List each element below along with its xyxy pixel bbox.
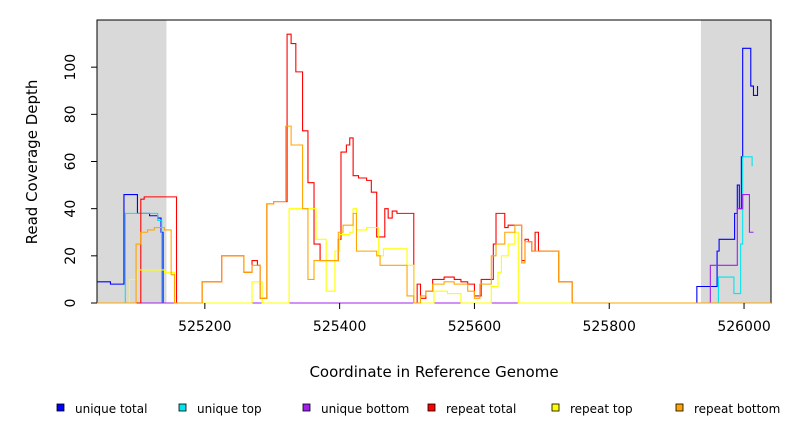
x-axis: 525200 525400 525600 525800 526000 <box>178 303 771 335</box>
series-repeat-bottom <box>97 125 771 304</box>
legend-item-unique-total: unique total <box>56 402 147 416</box>
y-tick-label: 20 <box>63 247 79 265</box>
series-layer <box>97 33 771 304</box>
series-repeat-top <box>97 208 697 304</box>
series-unique-total <box>97 47 759 304</box>
y-tick-label: 0 <box>63 299 79 308</box>
y-tick-label: 100 <box>63 54 79 81</box>
legend-label: repeat top <box>570 402 633 416</box>
legend-label: unique top <box>197 402 262 416</box>
legend-label: repeat bottom <box>694 402 780 416</box>
y-axis: 0 20 40 60 80 100 <box>63 54 97 308</box>
y-tick-label: 40 <box>63 200 79 218</box>
legend-swatch <box>178 403 187 412</box>
legend-swatch <box>56 403 65 412</box>
legend-swatch <box>675 403 684 412</box>
shaded-region-2 <box>700 20 771 303</box>
legend-item-repeat-total: repeat total <box>427 402 516 416</box>
legend-item-unique-bottom: unique bottom <box>302 402 409 416</box>
shaded-region-1 <box>97 20 167 303</box>
legend-swatch <box>551 403 560 412</box>
legend-item-unique-top: unique top <box>178 402 262 416</box>
x-tick-label: 525800 <box>583 319 636 335</box>
x-tick-label: 526000 <box>717 319 770 335</box>
legend-swatch <box>427 403 436 412</box>
legend-swatch <box>302 403 311 412</box>
x-axis-label: Coordinate in Reference Genome <box>309 363 558 381</box>
x-tick-label: 525200 <box>178 319 231 335</box>
series-repeat-total <box>97 33 697 304</box>
series-unique-bottom <box>97 193 754 304</box>
legend-label: unique total <box>75 402 147 416</box>
y-axis-label: Read Coverage Depth <box>23 80 41 245</box>
legend-item-repeat-bottom: repeat bottom <box>675 402 780 416</box>
legend-label: unique bottom <box>321 402 409 416</box>
shaded-regions <box>97 20 771 303</box>
plot-frame <box>96 19 772 304</box>
legend: unique total unique top unique bottom repea… <box>56 402 780 416</box>
y-tick-label: 60 <box>63 153 79 171</box>
legend-item-repeat-top: repeat top <box>551 402 633 416</box>
y-tick-label: 80 <box>63 105 79 123</box>
legend-label: repeat total <box>446 402 516 416</box>
series-unique-top <box>97 156 753 304</box>
x-tick-label: 525400 <box>313 319 366 335</box>
x-tick-label: 525600 <box>448 319 501 335</box>
